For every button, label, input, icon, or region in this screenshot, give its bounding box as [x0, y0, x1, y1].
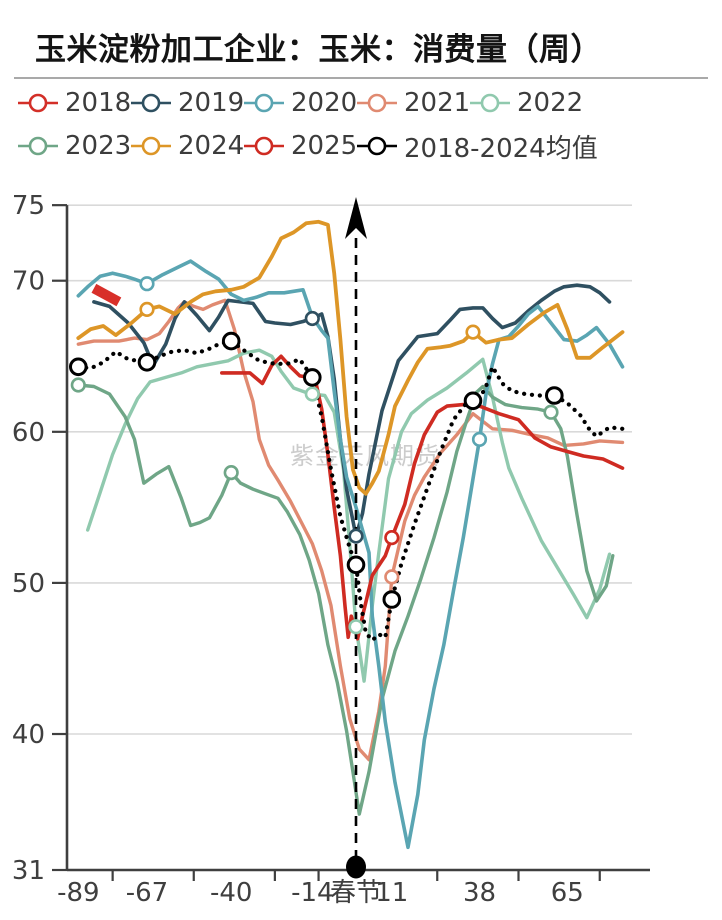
- x-tick-label--14: -14: [291, 878, 333, 908]
- series-2018-2024均值-marker: [303, 368, 322, 387]
- chart-title: 玉米淀粉加工企业：玉米：消费量（周）: [35, 32, 602, 68]
- x-tick-label--89: -89: [57, 878, 99, 908]
- legend-item-2020: 2020: [244, 88, 357, 118]
- series-2018-2024均值-marker: [463, 391, 483, 411]
- legend-label: 2021: [404, 88, 471, 118]
- legend-label: 2019: [178, 88, 245, 118]
- title-separator: [14, 77, 708, 79]
- series-2018-2024均值-marker: [69, 357, 88, 377]
- series-2025-marker: [384, 529, 400, 546]
- up-arrow-icon: [345, 197, 367, 239]
- series-2019-marker: [348, 528, 364, 544]
- y-tick-label-50: 50: [12, 569, 45, 599]
- legend-line-circle-icon: [18, 136, 58, 156]
- series-2021-line: [76, 298, 625, 762]
- legend-line-circle-icon: [357, 93, 397, 113]
- legend-row-1: 2018 2019 2020 2021 2022: [0, 88, 722, 118]
- legend-label: 2018: [65, 88, 132, 118]
- legend-line-circle-icon: [131, 93, 171, 113]
- legend-row-2: 2023 2024 2025 2018-2024均值: [0, 131, 722, 164]
- legend-item-2018: 2018: [18, 88, 131, 118]
- legend-item-2019: 2019: [131, 88, 244, 118]
- series-2022-marker: [348, 619, 364, 635]
- series-2020-marker: [471, 431, 488, 448]
- series-2024-marker: [139, 301, 155, 318]
- x-tick-label-春节: 春节: [330, 878, 382, 908]
- x-tick-label-65: 65: [551, 878, 584, 908]
- x-tick-label-38: 38: [463, 878, 496, 908]
- legend-line-circle-icon: [18, 93, 58, 113]
- series-2024-marker: [465, 324, 481, 340]
- series-2021-marker: [384, 569, 400, 585]
- legend-line-circle-icon: [244, 93, 284, 113]
- legend-label: 2022: [517, 88, 584, 118]
- legend-line-circle-icon: [244, 136, 284, 156]
- series-2018-line: [91, 283, 122, 307]
- series-2018-2024均值-marker: [545, 386, 564, 405]
- series-2019-marker: [304, 310, 320, 327]
- series-2025-line: [220, 354, 625, 641]
- series-2018-2024均值-marker: [137, 353, 157, 372]
- legend-item-2021: 2021: [357, 88, 470, 118]
- legend-item-2022: 2022: [470, 88, 583, 118]
- x-tick-label-11: 11: [375, 878, 408, 908]
- series-2022-marker: [304, 386, 320, 402]
- series-2023-marker: [70, 377, 86, 393]
- legend-label: 2018-2024均值: [404, 133, 598, 164]
- series-2018-2024均值-marker: [346, 555, 366, 575]
- series-2023-line: [76, 383, 615, 816]
- legend-line-circle-icon: [131, 136, 171, 156]
- legend-item-2018-2024均值: 2018-2024均值: [357, 131, 598, 164]
- x-tick-label--40: -40: [210, 878, 252, 908]
- series-2018-2024均值-marker: [382, 590, 402, 609]
- series-2023-marker: [223, 465, 239, 481]
- legend-label: 2024: [178, 131, 245, 161]
- legend-label: 2023: [65, 131, 132, 161]
- x-tick-label--67: -67: [126, 878, 168, 908]
- legend-item-2023: 2023: [18, 131, 131, 161]
- legend-item-2025: 2025: [244, 131, 357, 161]
- series-2023-marker: [543, 404, 559, 420]
- series-2024-line: [76, 219, 625, 496]
- series-2018-2024均值-line: [76, 339, 625, 643]
- y-tick-label-70: 70: [12, 267, 45, 297]
- series-2020-line: [76, 259, 625, 850]
- y-tick-label-40: 40: [12, 720, 45, 750]
- legend-item-2024: 2024: [131, 131, 244, 161]
- spring-festival-dot: [346, 855, 366, 879]
- series-2018-2024均值-marker: [221, 331, 241, 351]
- legend-line-circle-icon: [357, 136, 397, 156]
- y-tick-label-31: 31: [12, 856, 45, 886]
- y-tick-label-60: 60: [12, 418, 45, 448]
- y-tick-label-75: 75: [12, 191, 45, 221]
- legend-label: 2020: [291, 88, 358, 118]
- series-2020-marker: [139, 276, 155, 292]
- legend-label: 2025: [291, 131, 358, 161]
- legend-line-circle-icon: [470, 93, 510, 113]
